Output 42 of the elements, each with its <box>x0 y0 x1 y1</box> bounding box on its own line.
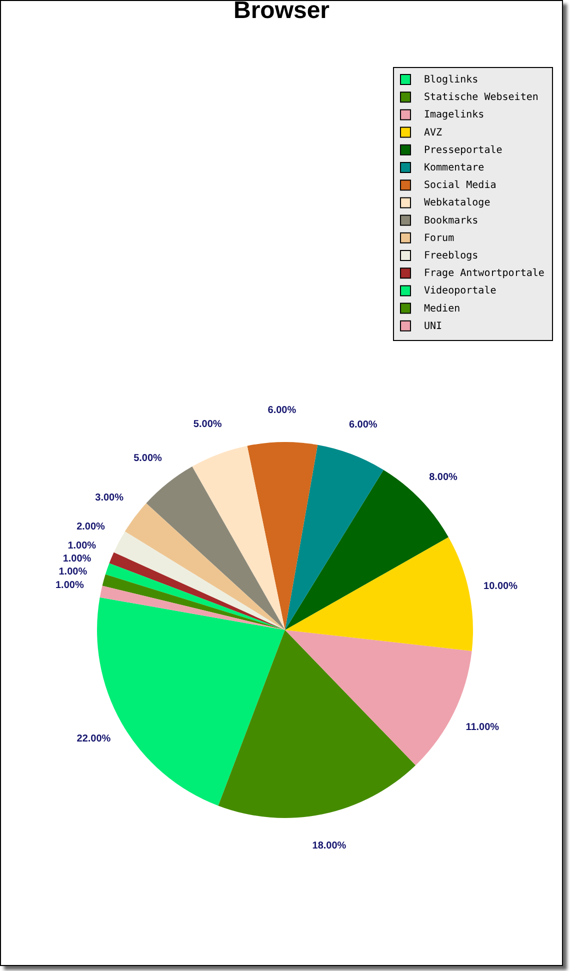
chart-title: Browser <box>233 0 330 24</box>
data-label: 1.00% <box>58 566 88 578</box>
pie-slice <box>102 574 285 630</box>
pie-slice <box>247 442 318 630</box>
data-label: 18.00% <box>312 840 346 852</box>
pie-slice <box>114 531 285 630</box>
legend-label: Bookmarks <box>424 215 478 226</box>
pie-slice <box>124 503 285 630</box>
data-label: 10.00% <box>484 580 518 592</box>
data-label: 5.00% <box>134 453 162 464</box>
data-label: 2.00% <box>76 522 106 533</box>
legend-label: Imagelinks <box>424 110 484 121</box>
data-label: 3.00% <box>95 492 124 504</box>
legend-label: Freeblogs <box>424 250 478 262</box>
pie-slice <box>192 446 285 630</box>
data-label: 5.00% <box>193 419 222 430</box>
data-label: 8.00% <box>429 472 458 484</box>
legend-label: Kommentare <box>424 162 484 174</box>
legend-label: Frage Antwortportale <box>424 268 544 280</box>
data-label: 6.00% <box>268 405 296 416</box>
legend-label: Presseportale <box>424 144 502 156</box>
pie-slice <box>285 444 384 630</box>
legend-label: Medien <box>424 303 460 314</box>
data-label: 1.00% <box>55 580 84 592</box>
legend-label: AVZ <box>424 127 442 138</box>
legend-label: Statische Webseiten <box>424 92 538 104</box>
pie-slice <box>285 537 473 651</box>
pie-slice <box>218 630 416 818</box>
legend-label: UNI <box>424 320 442 332</box>
legend-label: Forum <box>424 232 454 244</box>
legend-label: Webkataloge <box>424 198 490 209</box>
legend-label: Videoportale <box>424 286 496 297</box>
legend-label: Bloglinks <box>424 74 478 86</box>
data-label: 22.00% <box>76 734 111 745</box>
data-label: 1.00% <box>68 540 96 552</box>
pie-slice <box>109 552 285 630</box>
pie-slice <box>100 586 285 630</box>
data-label: 1.00% <box>62 553 92 564</box>
data-label: 11.00% <box>466 722 500 734</box>
pie-slice <box>146 466 285 630</box>
legend-label: Social Media <box>424 180 496 192</box>
data-label: 6.00% <box>348 419 378 430</box>
